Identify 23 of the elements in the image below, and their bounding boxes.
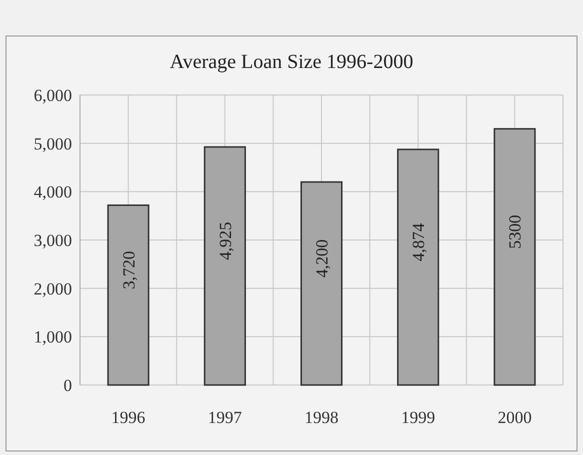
data-label: 4,925 xyxy=(216,222,235,260)
bar xyxy=(300,181,343,386)
data-label: 4,874 xyxy=(409,222,428,262)
chart-title: Average Loan Size 1996-2000 xyxy=(170,51,414,73)
x-tick-label: 1996 xyxy=(111,408,146,427)
bar xyxy=(204,146,246,386)
data-label: 5300 xyxy=(506,214,525,249)
bar xyxy=(107,204,150,386)
data-label: 3,720 xyxy=(119,250,138,290)
x-tick-label: 1997 xyxy=(208,408,242,427)
x-tick-label: 2000 xyxy=(498,408,532,427)
y-tick-label: 2,000 xyxy=(34,279,72,298)
y-tick-label: 0 xyxy=(64,376,72,395)
y-tick-label: 5,000 xyxy=(34,134,72,154)
y-tick-label: 4,000 xyxy=(34,182,72,202)
bar xyxy=(397,148,440,386)
x-tick-label: 1999 xyxy=(401,408,436,427)
x-tick-label: 1998 xyxy=(304,408,338,427)
y-tick-label: 3,000 xyxy=(34,230,72,250)
bar xyxy=(494,128,536,386)
y-tick-label: 6,000 xyxy=(34,86,72,105)
data-label: 4,200 xyxy=(312,239,332,278)
y-tick-label: 1,000 xyxy=(34,328,72,347)
